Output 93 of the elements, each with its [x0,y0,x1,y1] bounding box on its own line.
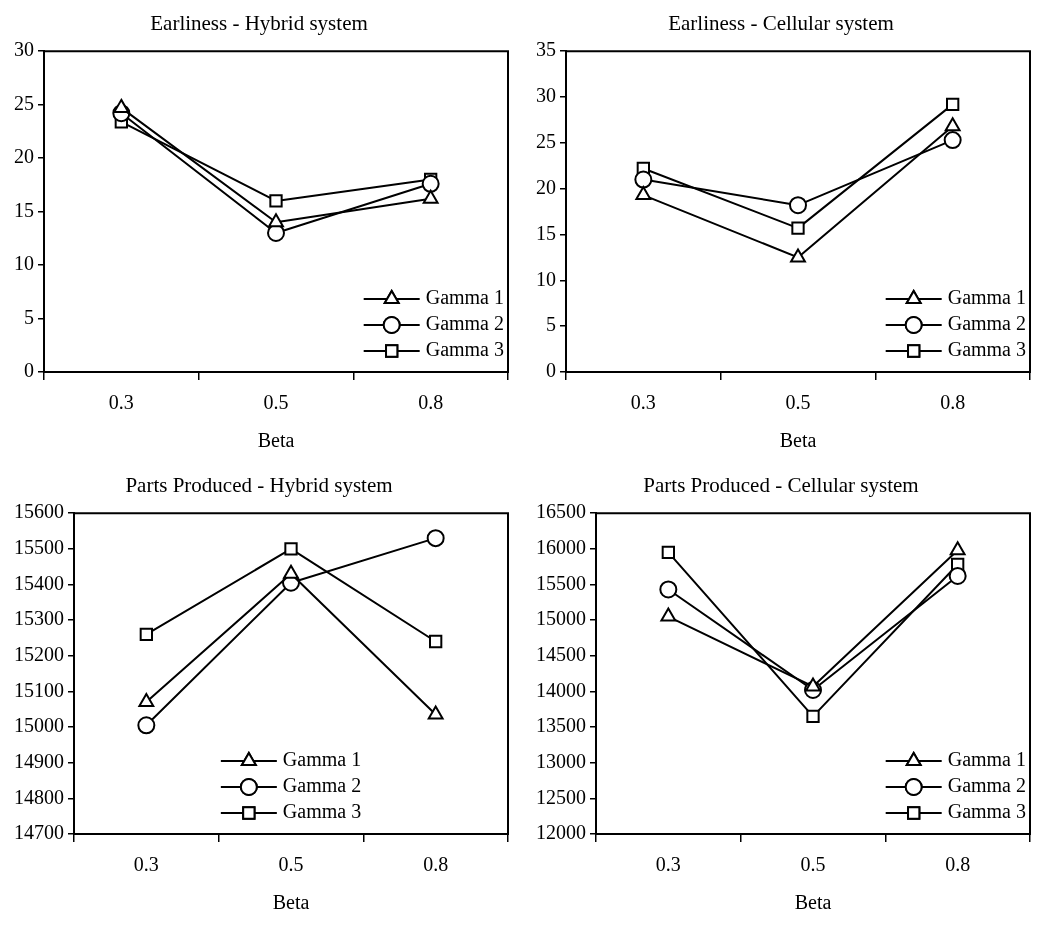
y-tick-label: 15 [536,221,556,244]
y-tick-label: 10 [14,252,34,275]
legend-label: Gamma 3 [425,338,504,361]
legend-label: Gamma 2 [282,774,362,797]
y-tick-label: 20 [536,175,556,198]
y-tick-label: 0 [546,359,556,382]
point [137,716,156,735]
x-tick-label: 0.3 [108,391,134,414]
y-tick-label: 13500 [536,714,586,737]
y-tick-label: 0 [24,359,34,382]
x-tick-label: 0.8 [940,391,966,414]
y-tick-label: 12000 [536,821,586,844]
y-tick-label: 14000 [536,678,586,701]
legend-label: Gamma 1 [947,748,1026,771]
point [948,566,967,585]
x-tick-label: 0.5 [263,391,289,414]
y-tick-label: 15600 [14,500,64,523]
point [426,529,445,548]
point [659,580,678,599]
y-tick-label: 5 [546,313,556,336]
point [806,709,820,724]
y-tick-label: 30 [536,84,556,107]
point [943,131,962,150]
point [422,189,439,204]
legend-label: Gamma 3 [947,338,1026,361]
x-tick-label: 0.5 [800,853,826,876]
legend-label: Gamma 1 [947,286,1026,309]
point [635,186,652,201]
point [944,117,961,132]
legend-label: Gamma 1 [282,748,362,771]
x-tick-label: 0.5 [785,391,811,414]
x-tick-label: 0.8 [945,853,971,876]
y-tick-label: 5 [24,305,34,328]
point [790,248,806,263]
point [946,97,960,112]
x-tick-label: 0.5 [278,853,304,876]
point [429,634,443,649]
x-axis-title: Beta [272,891,310,914]
y-tick-label: 35 [536,38,556,61]
point [805,677,821,692]
y-tick-label: 16500 [536,500,586,523]
point [789,196,807,215]
point [268,213,284,228]
point [634,170,653,189]
chart-title: Earliness - Cellular system [668,11,894,36]
legend-label: Gamma 3 [947,800,1026,823]
point [427,705,444,720]
point [660,607,677,622]
legend-label: Gamma 2 [425,312,504,335]
y-tick-label: 25 [14,91,34,114]
legend-label: Gamma 3 [282,800,362,823]
x-tick-label: 0.8 [418,391,444,414]
legend-label: Gamma 1 [425,286,504,309]
y-tick-label: 10 [536,267,556,290]
legend-label: Gamma 2 [947,312,1026,335]
point [421,174,440,193]
y-tick-label: 30 [14,38,34,61]
legend-label: Gamma 2 [947,774,1026,797]
chart-title: Parts Produced - Cellular system [643,473,919,498]
y-tick-label: 15000 [14,714,64,737]
y-tick-label: 15 [14,198,34,221]
y-tick-label: 13000 [536,749,586,772]
y-tick-label: 15500 [536,571,586,594]
y-tick-label: 15300 [14,607,64,630]
point [139,627,153,642]
x-axis-title: Beta [779,429,817,452]
x-axis-title: Beta [794,891,832,914]
y-tick-label: 20 [14,145,34,168]
y-tick-label: 16000 [536,536,586,559]
y-tick-label: 15000 [536,607,586,630]
point [791,221,805,235]
point [138,693,155,708]
x-tick-label: 0.8 [423,853,449,876]
y-tick-label: 12500 [536,785,586,808]
y-tick-label: 15400 [14,571,64,594]
x-tick-label: 0.3 [655,853,681,876]
y-tick-label: 14900 [14,749,64,772]
y-tick-label: 15500 [14,536,64,559]
x-tick-label: 0.3 [133,853,159,876]
y-tick-label: 15200 [14,643,64,666]
x-tick-label: 0.3 [630,391,656,414]
y-tick-label: 14500 [536,643,586,666]
y-tick-label: 14700 [14,821,64,844]
point [284,542,298,556]
y-tick-label: 15100 [14,678,64,701]
chart-title: Earliness - Hybrid system [150,11,368,36]
y-tick-label: 25 [536,130,556,153]
point [949,541,966,556]
y-tick-label: 14800 [14,785,64,808]
chart-title: Parts Produced - Hybrid system [125,473,393,498]
x-axis-title: Beta [257,429,295,452]
point [661,545,675,560]
point [269,194,283,208]
